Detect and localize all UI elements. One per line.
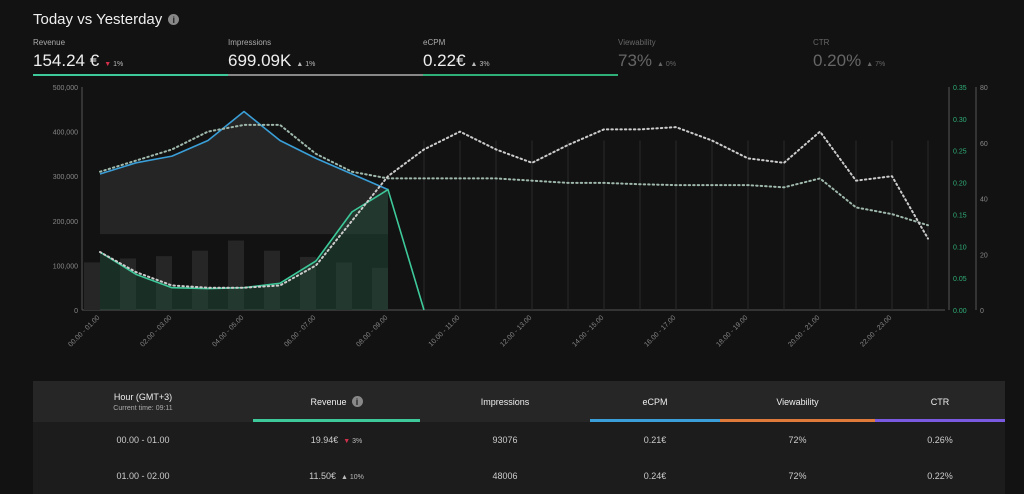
y-tick-label-right: 0.05 (953, 276, 967, 283)
y-tick-label-right: 0.30 (953, 117, 967, 124)
metric-underline (228, 74, 423, 76)
y-tick-label-right: 0.25 (953, 149, 967, 156)
metric-value: 0.22€ (423, 51, 466, 70)
table-cell: 0.24€ (643, 471, 667, 481)
arrow-down-icon: ▼ (104, 61, 112, 68)
column-underline (720, 419, 875, 422)
y-tick-label-left: 400,000 (53, 130, 78, 137)
info-icon[interactable]: i (351, 396, 363, 407)
metric-tab-ctr[interactable]: CTR 0.20% ▲ 7% (813, 38, 1008, 76)
y-tick-label-left: 200,000 (53, 219, 78, 226)
metric-tab-ecpm[interactable]: eCPM 0.22€ ▲ 3% (423, 38, 618, 76)
table-cell: 19.94€ ▼ 3% (310, 435, 363, 445)
x-tick-label: 14.00 - 15.00 (571, 314, 605, 348)
metric-value: 154.24 € (33, 51, 100, 70)
y-tick-label-left: 100,000 (53, 263, 78, 270)
x-tick-label: 02.00 - 03.00 (139, 314, 173, 348)
column-underline (875, 419, 1005, 422)
metric-label: eCPM (423, 38, 446, 47)
y-tick-label-right2: 80 (980, 85, 988, 92)
series-line-yesterday_impressions (99, 123, 929, 227)
metric-label: Viewability (618, 38, 656, 47)
hourly-table: Hour (GMT+3) Current time: 09:11 Revenue i I… (33, 381, 1005, 494)
x-tick-label: 20.00 - 21.00 (787, 314, 821, 348)
y-tick-label-right: 0.35 (953, 85, 967, 92)
table-cell: 01.00 - 02.00 (116, 471, 170, 481)
x-tick-label: 18.00 - 19.00 (715, 314, 749, 348)
x-tick-label: 12.00 - 13.00 (499, 314, 533, 348)
column-header-viewability[interactable]: Viewability (720, 381, 875, 422)
table-cell: 0.26% (927, 435, 953, 445)
table-cell: 0.22% (927, 471, 953, 481)
x-tick-label: 06.00 - 07.00 (283, 314, 317, 348)
info-icon[interactable]: i (168, 14, 180, 25)
y-tick-label-right: 0.15 (953, 212, 967, 219)
metric-tab-revenue[interactable]: Revenue 154.24 € ▼ 1% (33, 38, 228, 76)
metric-value: 73% (618, 51, 653, 70)
x-tick-label: 04.00 - 05.00 (211, 314, 245, 348)
metric-label: CTR (813, 38, 830, 47)
y-tick-label-right2: 40 (980, 197, 988, 204)
metric-label: Impressions (228, 38, 272, 47)
series-line-today_revenue (99, 188, 425, 311)
table-cell: 48006 (492, 471, 518, 481)
table-row: 01.00 - 02.00 11.50€ ▲ 10% 48006 0.24€ 72% 0.2… (33, 458, 1005, 494)
metric-change: ▲ 3% (470, 61, 490, 68)
y-tick-label-right: 0.20 (953, 181, 967, 188)
metric-change: ▲ 0% (657, 61, 677, 68)
x-tick-label: 08.00 - 09.00 (355, 314, 389, 348)
y-tick-label-right2: 20 (980, 252, 988, 259)
table-cell: 72% (788, 471, 807, 481)
table-cell: 72% (788, 435, 807, 445)
y-tick-label-right: 0.00 (953, 308, 967, 315)
table-header: Hour (GMT+3) Current time: 09:11 Revenue i I… (33, 381, 1005, 422)
metric-change: ▲ 1% (296, 61, 316, 68)
metric-value: 0.20% (813, 51, 862, 70)
column-header-hour[interactable]: Hour (GMT+3) Current time: 09:11 (113, 391, 173, 412)
column-underline (590, 419, 720, 422)
column-header-revenue[interactable]: Revenue i (253, 381, 420, 422)
metric-change: ▼ 1% (104, 61, 124, 68)
metric-value: 699.09K (228, 51, 292, 70)
column-header-impressions[interactable]: Impressions (480, 396, 530, 407)
x-tick-label: 16.00 - 17.00 (643, 314, 677, 348)
metric-tab-impressions[interactable]: Impressions 699.09K ▲ 1% (228, 38, 423, 76)
table-cell: 11.50€ ▲ 10% (309, 471, 364, 481)
page-title: Today vs Yesterday i (33, 11, 180, 28)
table-row: 00.00 - 01.00 19.94€ ▼ 3% 93076 0.21€ 72% 0.26… (33, 422, 1005, 458)
y-tick-label-left: 300,000 (53, 174, 78, 181)
metric-underline (423, 74, 618, 76)
arrow-up-icon: ▲ (296, 61, 304, 68)
series-line-today_impressions (99, 110, 389, 191)
table-cell: 93076 (492, 435, 518, 445)
y-tick-label-left: 500,000 (53, 85, 78, 92)
metric-underline (33, 74, 228, 76)
metric-label: Revenue (33, 38, 66, 47)
column-header-ctr[interactable]: CTR (875, 381, 1005, 422)
arrow-up-icon: ▲ (657, 61, 664, 68)
x-tick-label: 22.00 - 23.00 (859, 314, 893, 348)
column-underline (253, 419, 420, 422)
y-tick-label-right2: 0 (980, 308, 984, 315)
x-tick-label: 10.00 - 11.00 (428, 314, 462, 348)
revenue-area (100, 189, 388, 310)
y-tick-label-right: 0.10 (953, 244, 967, 251)
metric-tab-viewability[interactable]: Viewability 73% ▲ 0% (618, 38, 813, 76)
x-tick-label: 00.00 - 01.00 (67, 314, 101, 348)
y-tick-label-right2: 60 (980, 141, 988, 148)
y-tick-label-left: 0 (74, 308, 78, 315)
metric-tabs: Revenue 154.24 € ▼ 1% Impressions 699.09K ▲ 1… (33, 38, 1008, 76)
series-line-yesterday_revenue (99, 126, 929, 289)
table-cell: 0.21€ (643, 435, 667, 445)
arrow-up-icon: ▲ (470, 61, 478, 68)
arrow-up-icon: ▲ (866, 61, 874, 68)
table-cell: 00.00 - 01.00 (116, 435, 170, 445)
column-header-ecpm[interactable]: eCPM (590, 381, 720, 422)
chart: 0 100,000 200,000 300,000 400,000 500,000 0.00… (53, 85, 988, 349)
metric-change: ▲ 7% (866, 61, 886, 68)
impressions-area (100, 111, 388, 235)
title-text: Today vs Yesterday (33, 11, 163, 28)
bar-mark (84, 262, 100, 310)
